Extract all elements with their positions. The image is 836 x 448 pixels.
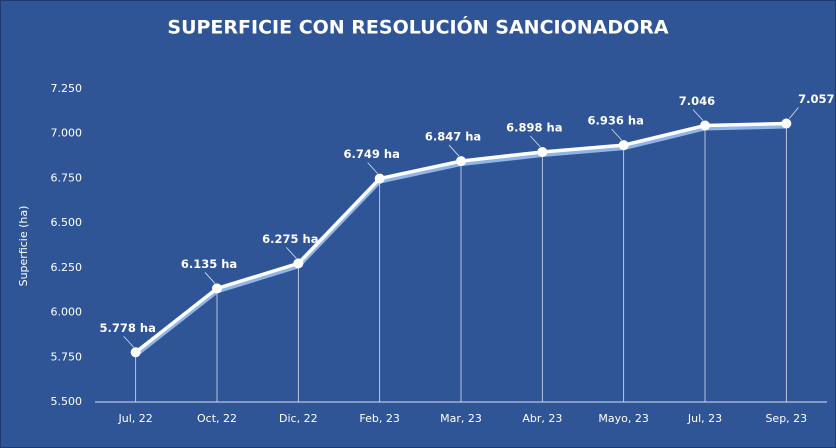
point <box>537 146 548 157</box>
y-tick-label: 7.250 <box>51 82 83 95</box>
y-axis-label: Superficie (ha) <box>17 206 30 287</box>
y-tick-label: 6.750 <box>51 171 83 184</box>
data-label: 6.898 ha <box>506 120 562 134</box>
leader-line <box>448 144 460 157</box>
x-tick-label: Mayo, 23 <box>598 412 648 425</box>
y-tick-label: 7.000 <box>51 127 83 140</box>
x-tick-label: Feb, 23 <box>359 412 399 425</box>
x-tick-label: Jul, 22 <box>118 412 153 425</box>
x-tick-label: Oct, 22 <box>197 412 237 425</box>
chart-title: SUPERFICIE CON RESOLUCIÓN SANCIONADORA <box>167 15 669 39</box>
point <box>293 258 304 269</box>
y-tick-label: 6.000 <box>51 306 83 319</box>
leader-line <box>367 162 378 174</box>
y-tick-label: 5.500 <box>51 395 83 408</box>
data-label: 6.847 ha <box>425 130 481 144</box>
data-label: 6.749 ha <box>344 147 400 161</box>
point <box>456 156 466 167</box>
leader-line <box>611 128 622 141</box>
leader-line <box>123 336 134 348</box>
data-label: 7.046 <box>679 94 715 108</box>
point <box>781 118 792 129</box>
x-tick-label: Mar, 23 <box>440 412 482 425</box>
data-label: 5.778 ha <box>100 321 156 335</box>
data-label: 6.275 ha <box>262 232 318 246</box>
point <box>374 173 385 184</box>
point <box>700 120 710 131</box>
point <box>618 140 629 151</box>
x-tick-label: Abr, 23 <box>522 412 562 425</box>
x-tick-label: Dic, 22 <box>279 412 318 425</box>
data-label: 6.936 ha <box>588 114 644 128</box>
leader-line <box>204 272 216 284</box>
x-tick-label: Jul, 23 <box>687 412 722 425</box>
data-label: 7.057 <box>798 92 834 106</box>
leader-line <box>530 135 541 148</box>
leader-line <box>692 109 704 121</box>
x-tick-label: Sep, 23 <box>765 412 807 425</box>
data-label: 6.135 ha <box>181 257 237 271</box>
leader-line <box>789 107 799 119</box>
leader-line <box>286 247 297 259</box>
point <box>212 283 222 294</box>
point <box>130 347 141 358</box>
y-tick-label: 5.750 <box>51 350 83 363</box>
y-tick-label: 6.500 <box>51 216 83 229</box>
y-tick-label: 6.250 <box>51 261 83 274</box>
